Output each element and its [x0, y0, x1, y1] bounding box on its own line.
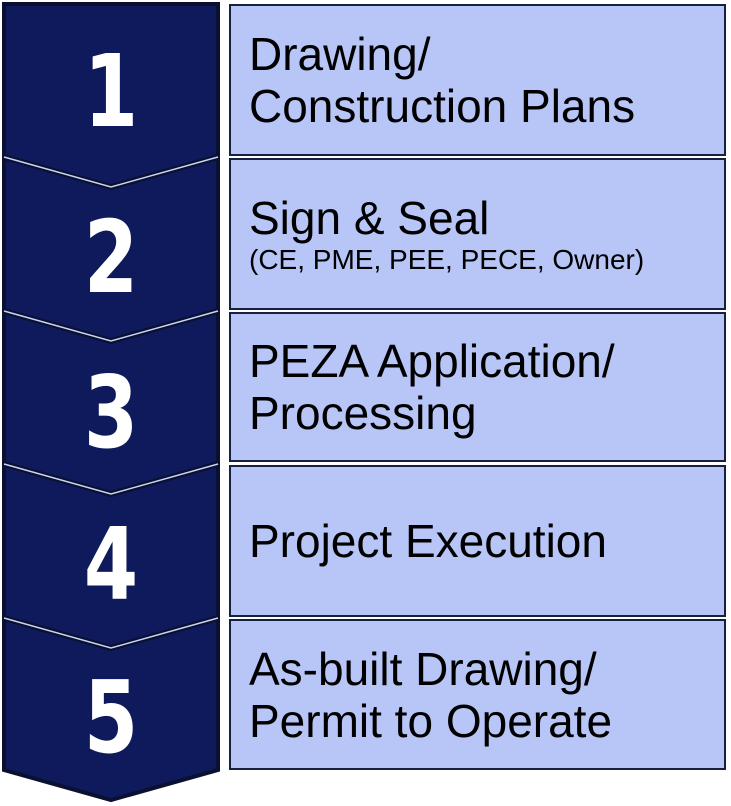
step-box-4: Project Execution: [229, 465, 726, 617]
step-sublabel: (CE, PME, PEE, PECE, Owner): [249, 244, 645, 275]
step-number-1: 1: [83, 33, 139, 150]
step-number-2: 2: [83, 199, 139, 316]
chevron-step-5: [2, 616, 220, 803]
step-label-line: PEZA Application/: [249, 335, 615, 387]
step-box-1: Drawing/ Construction Plans: [229, 4, 726, 156]
step-box-3: PEZA Application/ Processing: [229, 312, 726, 462]
step-label-line: Permit to Operate: [249, 694, 613, 747]
step-label-line: Project Execution: [249, 515, 607, 567]
step-label-line: Sign & Seal: [249, 192, 490, 244]
step-box-5: As-built Drawing/ Permit to Operate: [229, 619, 726, 770]
step-number-4: 4: [83, 506, 139, 623]
chevron-separator: [3, 156, 219, 188]
step-label-line: As-built Drawing/: [249, 642, 597, 695]
chevron-separator: [3, 310, 219, 342]
step-box-2: Sign & Seal (CE, PME, PEE, PECE, Owner): [229, 158, 726, 310]
chevron-separator: [3, 463, 219, 495]
step-number-5: 5: [83, 659, 139, 776]
step-label-line: Construction Plans: [249, 80, 636, 132]
step-label-line: Processing: [249, 387, 477, 439]
chevron-separator: [3, 617, 219, 649]
step-number-3: 3: [83, 354, 139, 471]
step-label-line: Drawing/: [249, 28, 431, 80]
